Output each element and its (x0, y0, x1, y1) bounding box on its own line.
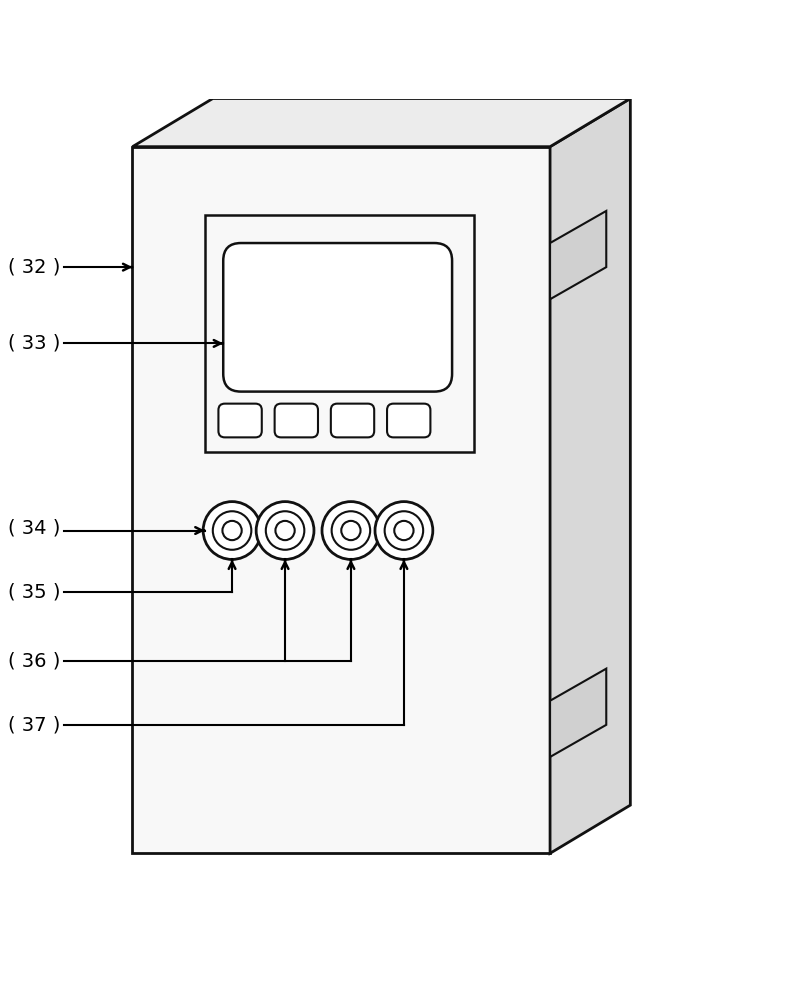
FancyBboxPatch shape (218, 404, 261, 437)
Circle shape (265, 511, 304, 550)
Polygon shape (549, 669, 606, 757)
Circle shape (331, 511, 370, 550)
FancyBboxPatch shape (330, 404, 374, 437)
Text: ( 32 ): ( 32 ) (8, 258, 60, 277)
Polygon shape (132, 99, 630, 147)
Polygon shape (549, 211, 606, 299)
Circle shape (275, 521, 294, 540)
Circle shape (213, 511, 251, 550)
Circle shape (222, 521, 241, 540)
Text: ( 35 ): ( 35 ) (8, 583, 60, 602)
Circle shape (322, 502, 379, 559)
Circle shape (256, 502, 314, 559)
FancyBboxPatch shape (223, 243, 452, 392)
FancyBboxPatch shape (387, 404, 430, 437)
Circle shape (394, 521, 413, 540)
Text: ( 33 ): ( 33 ) (8, 334, 60, 353)
Text: ( 37 ): ( 37 ) (8, 715, 60, 734)
Circle shape (384, 511, 423, 550)
Polygon shape (549, 99, 630, 853)
Bar (205, 215, 473, 452)
Text: ( 34 ): ( 34 ) (8, 519, 60, 538)
Bar (132, 147, 549, 853)
Circle shape (203, 502, 261, 559)
FancyBboxPatch shape (274, 404, 318, 437)
Circle shape (375, 502, 432, 559)
Circle shape (341, 521, 360, 540)
Text: ( 36 ): ( 36 ) (8, 651, 60, 670)
